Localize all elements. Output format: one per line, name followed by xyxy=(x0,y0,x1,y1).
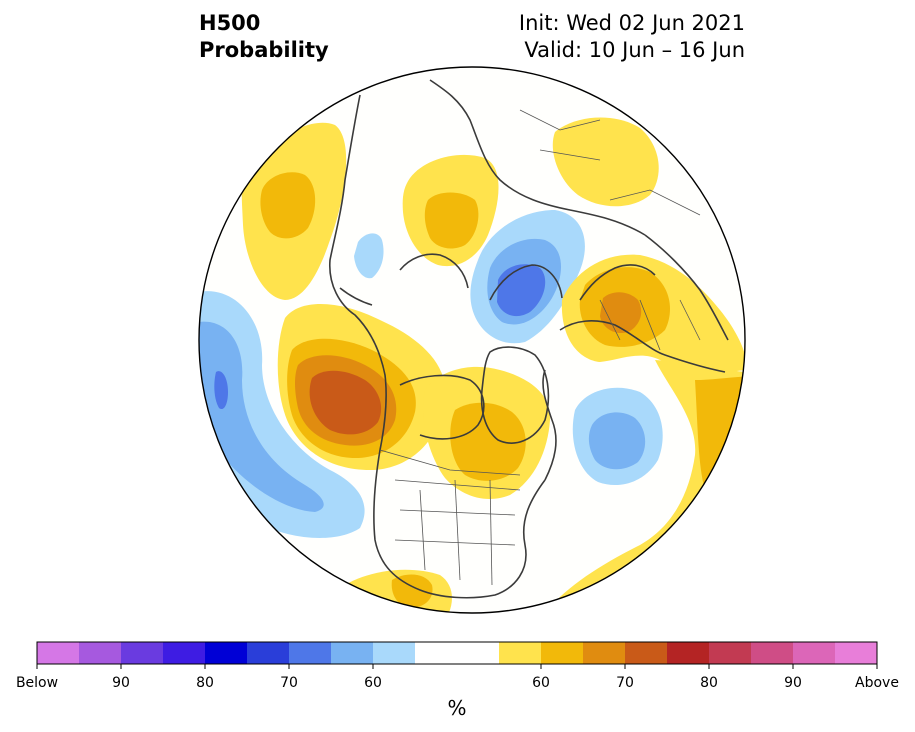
below-region-atlantic-mid xyxy=(588,412,646,470)
colorbar-cell xyxy=(793,642,836,664)
coastlines xyxy=(329,79,729,599)
colorbar-cell xyxy=(79,642,122,664)
colorbar-cell xyxy=(415,642,500,664)
colorbar-cell xyxy=(331,642,374,664)
colorbar-cell xyxy=(289,642,332,664)
colorbar-cell xyxy=(709,642,752,664)
above-region-eastasia-mid xyxy=(260,172,316,239)
colorbar-tick-label: 60 xyxy=(364,675,382,691)
title-line-1: H500 xyxy=(199,11,261,35)
init-date-label: Init: Wed 02 Jun 2021 xyxy=(518,11,745,35)
map-boundary xyxy=(198,66,746,614)
colorbar-cell xyxy=(667,642,710,664)
above-region-canada-mid xyxy=(450,402,526,481)
map-title: H500 Probability xyxy=(199,10,329,64)
colorbar-tick-label: 80 xyxy=(196,675,214,691)
colorbar-cell xyxy=(163,642,206,664)
colorbar-cell xyxy=(373,642,416,664)
colorbar-ticks xyxy=(36,664,878,669)
colorbar-tick-label: 90 xyxy=(112,675,130,691)
colorbar-cell xyxy=(625,642,668,664)
colorbar-tick-label: 60 xyxy=(532,675,550,691)
colorbar-tick-label: 80 xyxy=(700,675,718,691)
colorbar-cell xyxy=(37,642,80,664)
colorbar-cell xyxy=(499,642,542,664)
colorbar-tick-label: 70 xyxy=(280,675,298,691)
below-region-kamchatka xyxy=(354,233,384,279)
below-region-pacific-mid xyxy=(199,321,324,512)
colorbar-cell xyxy=(835,642,878,664)
colorbar-tick-label: 90 xyxy=(784,675,802,691)
colorbar-tick-label: 70 xyxy=(616,675,634,691)
colorbar-tick-label: Above xyxy=(855,675,899,691)
below-region-pacific-core xyxy=(214,371,228,410)
below-region-scandinavia-core xyxy=(497,264,546,317)
above-region-arctic-mid xyxy=(424,192,479,249)
colorbar-unit-label: % xyxy=(447,696,467,720)
colorbar-cell xyxy=(583,642,626,664)
colorbar-frame xyxy=(36,641,878,665)
colorbar-cell xyxy=(205,642,248,664)
colorbar-cell xyxy=(541,642,584,664)
colorbar-cell xyxy=(247,642,290,664)
colorbar-cell xyxy=(751,642,794,664)
colorbar-cell xyxy=(121,642,164,664)
colorbar-cells xyxy=(37,642,878,664)
colorbar-tick-label: Below xyxy=(15,675,59,691)
borders xyxy=(379,109,701,586)
above-region-mexico-mid xyxy=(391,574,433,608)
date-info: Init: Wed 02 Jun 2021 Valid: 10 Jun – 16… xyxy=(519,10,745,64)
valid-date-label: Valid: 10 Jun – 16 Jun xyxy=(524,38,745,62)
above-region-centralasia xyxy=(552,117,659,207)
title-line-2: Probability xyxy=(199,38,329,62)
above-region-westcoast-core xyxy=(309,370,382,435)
